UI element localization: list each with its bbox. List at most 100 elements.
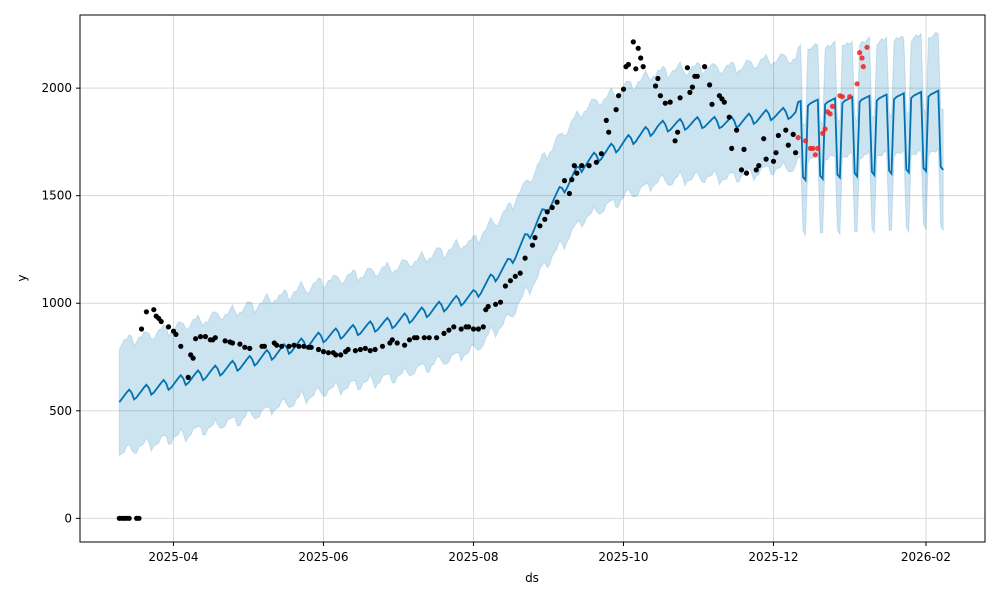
observed-point bbox=[756, 163, 762, 169]
observed-point bbox=[684, 65, 691, 71]
observed-point bbox=[229, 340, 236, 346]
observed-point bbox=[702, 64, 708, 70]
observed-point bbox=[571, 163, 577, 169]
observed-point bbox=[633, 66, 639, 72]
observed-point bbox=[320, 349, 327, 355]
x-tick-label: 2025-08 bbox=[448, 550, 498, 564]
observed-point bbox=[173, 331, 179, 337]
observed-point bbox=[687, 89, 693, 95]
observed-point bbox=[790, 131, 796, 137]
observed-point bbox=[542, 216, 548, 222]
observed-point bbox=[279, 343, 285, 349]
observed-point bbox=[247, 345, 253, 351]
actual_test-point bbox=[822, 126, 828, 132]
observed-point bbox=[561, 178, 568, 184]
observed-point bbox=[185, 374, 191, 380]
observed-point bbox=[517, 270, 523, 276]
observed-point bbox=[579, 163, 585, 169]
actual_test-point bbox=[827, 111, 833, 117]
observed-point bbox=[574, 170, 580, 176]
observed-point bbox=[630, 39, 636, 45]
observed-point bbox=[783, 127, 789, 133]
observed-point bbox=[286, 343, 292, 349]
observed-point bbox=[458, 326, 464, 332]
actual_test-point bbox=[820, 130, 826, 136]
observed-point bbox=[773, 150, 779, 156]
observed-point bbox=[657, 93, 664, 99]
observed-point bbox=[434, 335, 440, 341]
observed-point bbox=[325, 350, 331, 356]
observed-point bbox=[532, 235, 538, 241]
observed-point bbox=[507, 278, 513, 284]
actual_test-point bbox=[802, 138, 809, 144]
observed-point bbox=[165, 324, 172, 330]
observed-point bbox=[291, 342, 297, 348]
observed-point bbox=[537, 223, 543, 229]
observed-point bbox=[308, 344, 314, 350]
observed-point bbox=[338, 352, 344, 358]
observed-point bbox=[640, 64, 646, 70]
observed-point bbox=[362, 345, 368, 351]
actual_test-point bbox=[860, 64, 866, 70]
observed-point bbox=[620, 86, 627, 92]
observed-point bbox=[544, 209, 550, 215]
observed-point bbox=[451, 324, 457, 330]
observed-point bbox=[743, 170, 750, 176]
y-tick-label: 500 bbox=[49, 404, 72, 418]
observed-point bbox=[345, 346, 351, 353]
observed-point bbox=[296, 343, 302, 349]
observed-point bbox=[603, 117, 609, 123]
observed-point bbox=[367, 348, 373, 354]
observed-point bbox=[151, 307, 157, 313]
y-tick-label: 1500 bbox=[41, 189, 72, 203]
observed-point bbox=[352, 348, 358, 354]
observed-point bbox=[635, 45, 641, 51]
observed-point bbox=[793, 150, 799, 156]
observed-point bbox=[402, 342, 408, 348]
observed-point bbox=[222, 338, 228, 344]
observed-point bbox=[549, 204, 555, 211]
observed-point bbox=[689, 84, 696, 90]
observed-point bbox=[470, 326, 477, 332]
y-tick-label: 0 bbox=[64, 511, 72, 525]
observed-point bbox=[379, 343, 386, 349]
observed-point bbox=[333, 352, 339, 358]
observed-point bbox=[372, 346, 378, 353]
observed-point bbox=[480, 324, 486, 330]
observed-point bbox=[667, 99, 673, 105]
observed-point bbox=[675, 129, 681, 135]
observed-point bbox=[554, 199, 560, 205]
observed-point bbox=[625, 61, 632, 68]
observed-point bbox=[441, 330, 447, 336]
actual_test-point bbox=[839, 94, 846, 100]
observed-point bbox=[738, 167, 745, 173]
y-tick-label: 1000 bbox=[41, 296, 72, 310]
observed-point bbox=[734, 127, 740, 133]
observed-point bbox=[763, 156, 769, 162]
x-tick-label: 2025-04 bbox=[148, 550, 198, 564]
observed-point bbox=[178, 343, 184, 349]
observed-point bbox=[655, 75, 661, 82]
actual_test-point bbox=[864, 44, 870, 50]
observed-point bbox=[726, 114, 732, 120]
observed-point bbox=[638, 55, 644, 61]
observed-point bbox=[753, 167, 759, 173]
observed-point bbox=[652, 83, 659, 89]
observed-point bbox=[613, 107, 619, 113]
observed-point bbox=[662, 100, 668, 106]
observed-point bbox=[707, 82, 713, 88]
observed-point bbox=[261, 343, 267, 349]
observed-point bbox=[426, 335, 432, 341]
observed-point bbox=[466, 324, 472, 330]
observed-point bbox=[138, 326, 145, 332]
x-tick-label: 2025-10 bbox=[598, 550, 648, 564]
observed-point bbox=[672, 138, 678, 144]
observed-point bbox=[785, 142, 791, 148]
observed-point bbox=[357, 346, 363, 353]
observed-point bbox=[475, 326, 481, 332]
observed-point bbox=[502, 283, 508, 289]
observed-point bbox=[770, 158, 777, 164]
observed-point bbox=[414, 335, 420, 341]
observed-point bbox=[529, 242, 536, 248]
observed-point bbox=[301, 343, 307, 349]
